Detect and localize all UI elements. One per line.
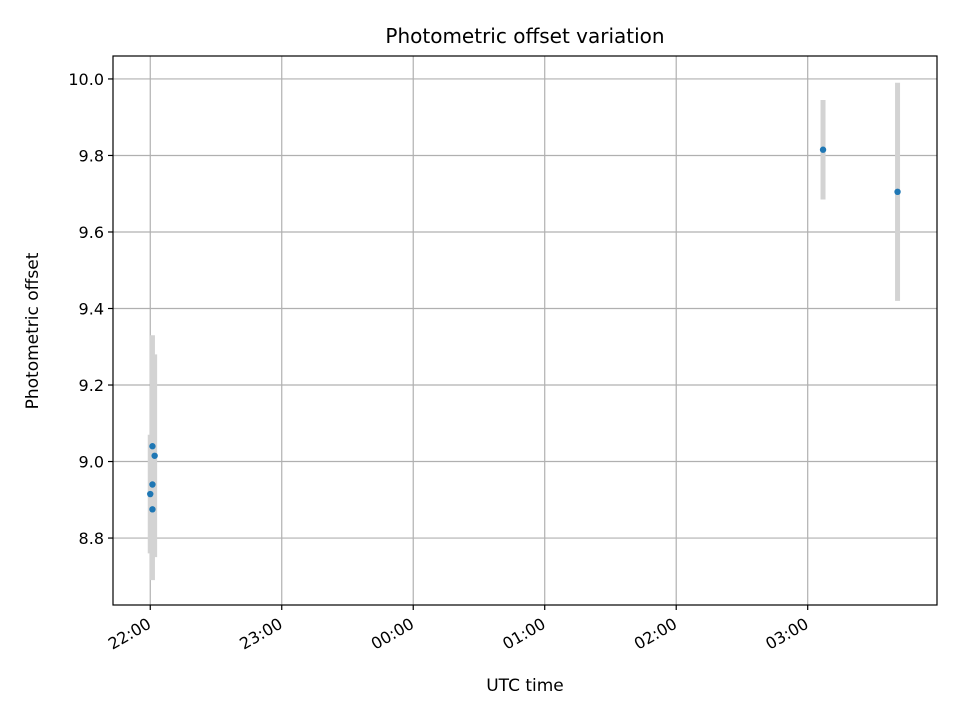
y-tick-label: 10.0: [68, 70, 104, 89]
x-tick-label: 00:00: [368, 614, 417, 654]
x-tick-label: 03:00: [762, 614, 811, 654]
y-axis-title: Photometric offset: [23, 252, 43, 409]
y-tick-label: 9.4: [79, 300, 104, 319]
chart-title: Photometric offset variation: [385, 24, 664, 48]
x-tick-label: 23:00: [236, 614, 285, 654]
x-tick-label: 01:00: [499, 614, 548, 654]
data-point: [819, 146, 827, 153]
data-point: [149, 481, 156, 488]
x-axis-title: UTC time: [486, 676, 564, 696]
error-bars: [147, 82, 901, 581]
y-tick-label: 9.2: [79, 376, 104, 395]
data-point: [894, 188, 901, 196]
data-point: [151, 452, 158, 459]
grid: [113, 56, 937, 605]
data-point: [149, 443, 156, 450]
y-tick-label: 9.8: [79, 146, 104, 165]
y-tick-label: 8.8: [79, 529, 104, 548]
x-tick-label: 22:00: [105, 614, 154, 654]
y-tick-label: 9.6: [79, 223, 104, 242]
y-tick-label: 9.0: [79, 453, 104, 472]
x-tick-label: 02:00: [631, 614, 680, 654]
axis-ticks: 22:00 23:00 00:00 01:00 02:00 03:00 8.8 9.0 9.2 9…: [68, 70, 811, 654]
data-point: [149, 506, 156, 513]
plot-frame: [112, 55, 938, 606]
data-points: [147, 146, 901, 513]
data-point: [147, 490, 154, 498]
